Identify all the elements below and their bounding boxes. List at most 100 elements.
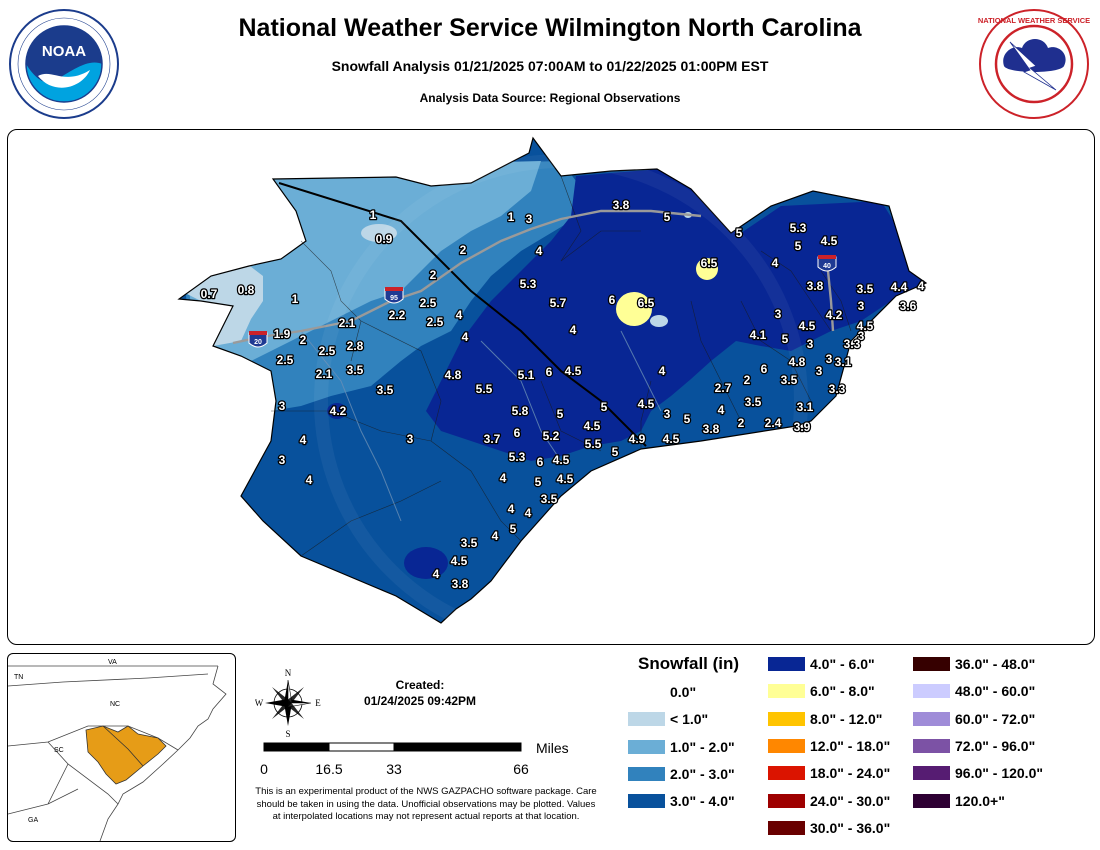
interstate-95-shield: 95: [384, 287, 404, 304]
legend-label: 30.0" - 36.0": [810, 819, 891, 836]
observation-label: 5.8: [512, 404, 529, 418]
snowfall-zone-under-1-north: [361, 224, 397, 242]
observation-label: 3.8: [807, 279, 824, 293]
interstate-highways: [232, 209, 835, 345]
observation-label: 4: [462, 330, 469, 344]
observation-label: 2.5: [427, 315, 444, 329]
observation-label: 4: [300, 433, 307, 447]
observation-label: 4: [772, 256, 779, 270]
observation-label: 3: [775, 307, 782, 321]
observation-label: 6: [609, 293, 616, 307]
observation-label: 3.3: [844, 337, 861, 351]
snowfall-zone-4-to-6-sw: [404, 547, 448, 579]
observation-label: 6.5: [638, 296, 655, 310]
observation-label: 5.7: [550, 296, 567, 310]
legend-swatch: [913, 793, 950, 808]
inset-label-ga: GA: [28, 817, 38, 824]
legend-label: 0.0": [670, 684, 697, 700]
noaa-logo: NOAA: [9, 9, 119, 119]
legend-swatch: [768, 793, 805, 808]
disclaimer-text: This is an experimental product of the N…: [255, 786, 597, 822]
observation-label: 3: [858, 299, 865, 313]
observation-label: 5: [535, 475, 542, 489]
observation-label: 3.5: [377, 383, 394, 397]
inset-label-sc: SC: [54, 747, 64, 754]
observation-label: 4.8: [445, 368, 462, 382]
legend-swatch: [768, 766, 805, 781]
observation-label: 5.3: [790, 221, 807, 235]
scale-unit: Miles: [536, 740, 569, 756]
interstate-40-label: 40: [823, 263, 831, 270]
observation-label: 3.7: [484, 432, 501, 446]
observation-label: 6: [537, 455, 544, 469]
observation-label: 3.6: [900, 299, 917, 313]
inset-state-lines: [8, 665, 218, 815]
observation-label: 5: [684, 412, 691, 426]
observation-label: 4: [456, 308, 463, 322]
observation-label: 3.8: [703, 422, 720, 436]
observation-label: 4.8: [789, 355, 806, 369]
observation-label: 5: [601, 400, 608, 414]
rivers: [300, 330, 662, 522]
observation-label: 5.5: [476, 382, 493, 396]
interstate-95-label: 95: [390, 295, 398, 302]
observation-label: 4.5: [857, 319, 874, 333]
legend-label: 12.0" - 18.0": [810, 737, 891, 754]
observation-label: 6: [514, 426, 521, 440]
locator-inset-map: VA TN NC SC GA: [7, 653, 236, 842]
observation-label: 5: [612, 445, 619, 459]
legend-label: 60.0" - 72.0": [955, 710, 1036, 727]
observation-label: 1.9: [274, 327, 291, 341]
legend-label: 72.0" - 96.0": [955, 737, 1036, 754]
scale-tick-1: 16.5: [315, 761, 342, 777]
observation-label: 4.5: [557, 472, 574, 486]
snowfall-zone-4-to-6: [426, 169, 926, 461]
observation-label: 2: [744, 373, 751, 387]
observation-label: 3.1: [797, 400, 814, 414]
observation-label: 3.5: [781, 373, 798, 387]
nws-logo: NATIONAL WEATHER SERVICE: [978, 9, 1090, 119]
map-title: National Weather Service Wilmington Nort…: [238, 14, 862, 42]
observation-label: 3: [858, 329, 865, 343]
compass-n: N: [285, 668, 292, 678]
observation-label: 4.9: [629, 432, 646, 446]
observation-label: 4: [525, 506, 532, 520]
legend-swatch: [913, 684, 950, 699]
legend-swatch: [628, 739, 665, 754]
observation-label: 2.5: [319, 344, 336, 358]
watermark-seal: [314, 154, 808, 644]
observation-label: 5: [510, 522, 517, 536]
compass-s: S: [285, 729, 290, 738]
observation-label: 3.5: [347, 363, 364, 377]
created-date: 01/24/2025 09:42PM: [363, 694, 477, 708]
scale-tick-2: 33: [386, 761, 402, 777]
nws-logo-text: NATIONAL WEATHER SERVICE: [978, 16, 1090, 25]
observation-label: 4: [536, 244, 543, 258]
observation-label: 5: [782, 332, 789, 346]
observation-label: 2.1: [316, 367, 333, 381]
observation-label: 3.8: [613, 198, 630, 212]
observation-label: 6: [546, 365, 553, 379]
observation-label: 2: [738, 416, 745, 430]
legend-label: 4.0" - 6.0": [810, 656, 875, 672]
observation-label: 4.4: [891, 280, 908, 294]
legend-swatch: [913, 657, 950, 671]
snowfall-zone-6-to-8-east: [696, 258, 718, 280]
legend-swatch: [768, 684, 805, 699]
observation-label: 4.5: [663, 432, 680, 446]
observation-label: 3: [407, 432, 414, 446]
inset-label-va: VA: [108, 659, 117, 666]
observation-label: 2.4: [765, 416, 782, 430]
legend-label: 6.0" - 8.0": [810, 683, 875, 700]
legend-swatch: [628, 712, 665, 727]
observation-label: 2.5: [277, 353, 294, 367]
legend-title: Snowfall (in): [638, 654, 740, 673]
observation-label: 6: [761, 362, 768, 376]
inset-label-nc: NC: [110, 701, 120, 708]
legend-swatch: [913, 766, 950, 781]
observation-label: 2: [460, 243, 467, 257]
observation-label: 3.5: [541, 492, 558, 506]
observation-label: 4: [659, 364, 666, 378]
observation-label: 4.5: [584, 419, 601, 433]
compass-e: E: [315, 698, 321, 708]
